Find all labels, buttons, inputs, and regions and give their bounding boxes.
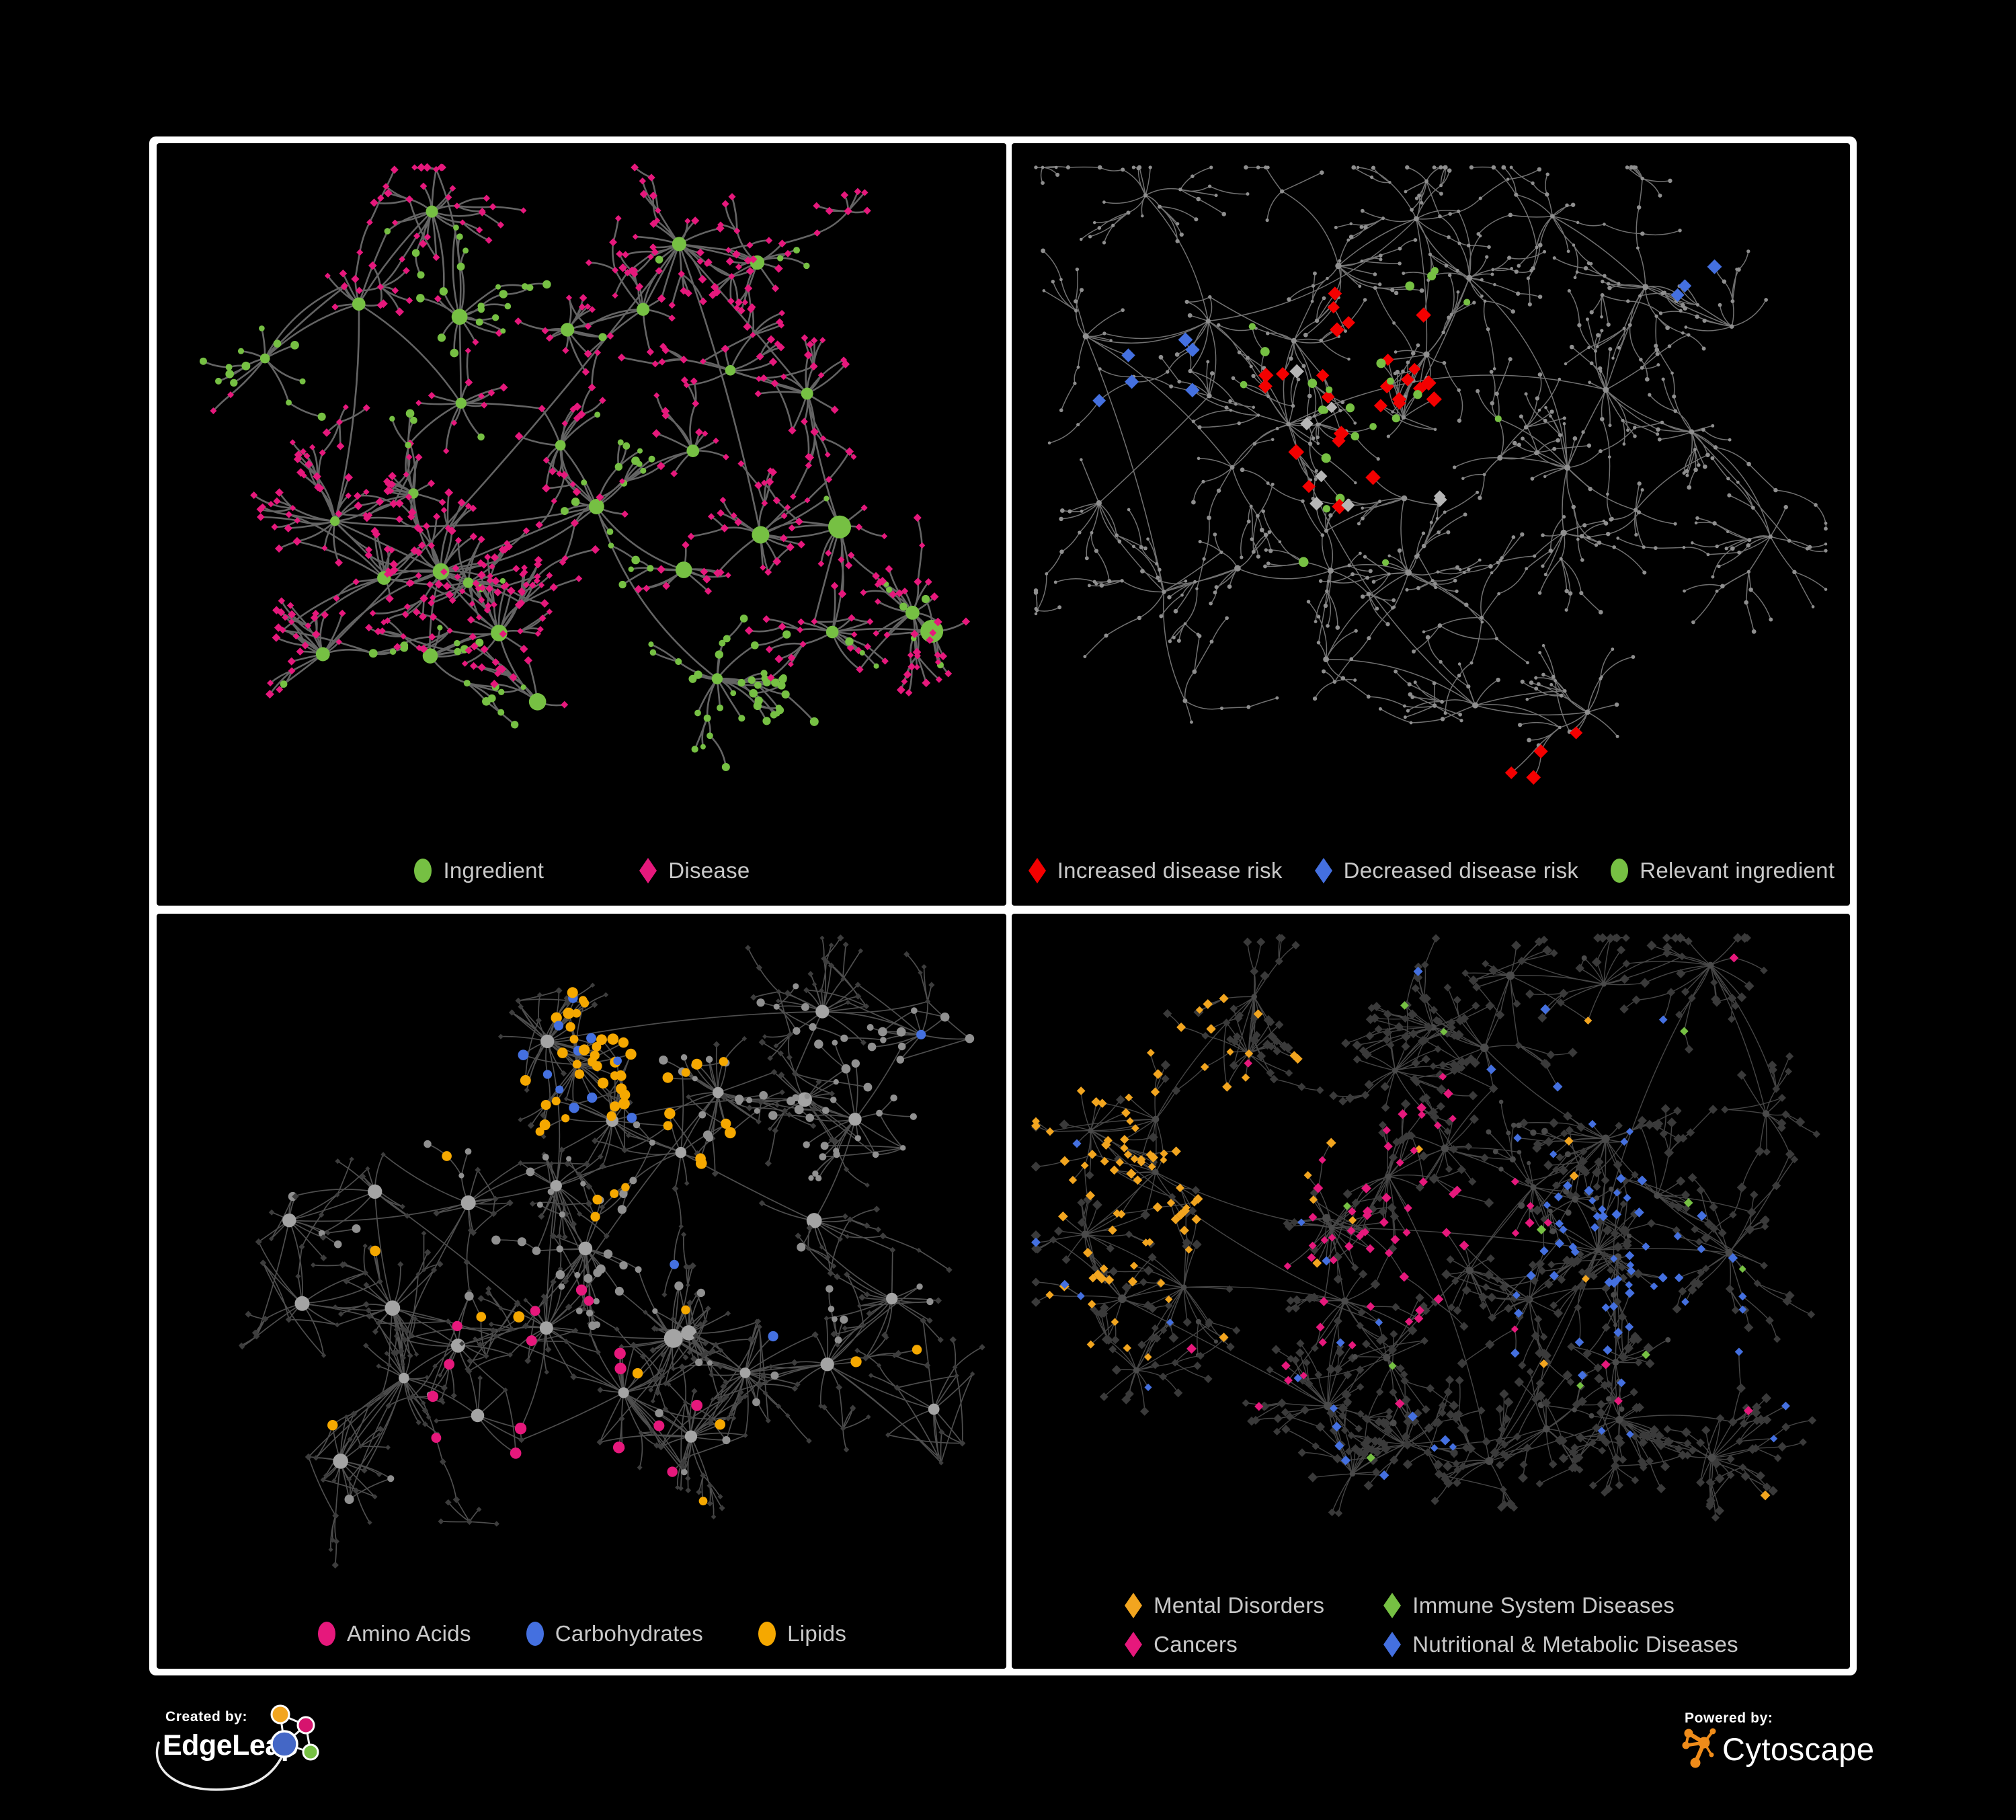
ingredient-disease-legend: Ingredient Disease bbox=[157, 853, 1006, 888]
legend-item: Decreased disease risk bbox=[1314, 856, 1579, 885]
legend-label: Amino Acids bbox=[346, 1621, 471, 1646]
disease-classes-legend: Mental Disorders Immune System Diseases Ca… bbox=[1012, 1591, 1850, 1659]
legend-diamond-icon bbox=[639, 858, 657, 883]
powered-by-label: Powered by: bbox=[1685, 1710, 1773, 1726]
legend-item: Mental Disorders bbox=[1123, 1591, 1324, 1620]
edgeleap-node-orange bbox=[270, 1704, 290, 1725]
edgeleap-node-green bbox=[302, 1743, 319, 1761]
network-highlighted-nodes bbox=[1092, 259, 1722, 785]
ingredient-disease-network bbox=[199, 163, 971, 771]
network-highlighted-nodes bbox=[327, 987, 926, 1505]
legend-item: Cancers bbox=[1123, 1630, 1324, 1659]
legend-diamond-icon bbox=[1383, 1632, 1402, 1657]
legend-label: Disease bbox=[668, 858, 750, 883]
legend-label: Lipids bbox=[787, 1621, 847, 1646]
legend-label: Decreased disease risk bbox=[1343, 858, 1579, 883]
legend-label: Increased disease risk bbox=[1057, 858, 1283, 883]
legend-diamond-icon bbox=[1125, 1632, 1143, 1657]
legend-item: Ingredient bbox=[413, 856, 544, 885]
disease-classes-network bbox=[1031, 933, 1820, 1522]
panel-disease-classes: Mental Disorders Immune System Diseases Ca… bbox=[1012, 914, 1850, 1669]
network-nodes bbox=[1033, 165, 1828, 748]
created-by-label: Created by: bbox=[165, 1709, 248, 1725]
legend-label: Nutritional & Metabolic Diseases bbox=[1412, 1632, 1738, 1657]
edgeleap-swoosh bbox=[155, 1741, 287, 1791]
macronutrients-legend: Amino Acids Carbohydrates Lipids bbox=[157, 1616, 1006, 1651]
legend-label: Mental Disorders bbox=[1154, 1593, 1325, 1618]
legend-item: Nutritional & Metabolic Diseases bbox=[1382, 1630, 1738, 1659]
legend-item: Increased disease risk bbox=[1027, 856, 1283, 885]
panel-grid-frame: Ingredient Disease Increased disease risk… bbox=[149, 136, 1857, 1675]
edgeleap-node-blue bbox=[270, 1730, 298, 1758]
disease-risk-network bbox=[1033, 165, 1828, 785]
edgeleap-branding: Created by: EdgeLeap bbox=[153, 1704, 355, 1817]
macronutrients-network bbox=[238, 934, 985, 1569]
cytoscape-wordmark: Cytoscape bbox=[1722, 1731, 1875, 1767]
legend-item: Lipids bbox=[757, 1619, 846, 1649]
legend-label: Cancers bbox=[1154, 1632, 1238, 1657]
network-edges bbox=[202, 166, 967, 768]
legend-item: Amino Acids bbox=[317, 1619, 471, 1649]
network-edges bbox=[1035, 165, 1827, 778]
legend-circle-icon bbox=[414, 859, 432, 883]
legend-diamond-icon bbox=[1383, 1593, 1402, 1618]
legend-diamond-icon bbox=[1125, 1593, 1143, 1618]
panel-ingredient-disease: Ingredient Disease bbox=[157, 143, 1006, 906]
legend-diamond-icon bbox=[1314, 858, 1332, 883]
legend-circle-icon bbox=[1611, 859, 1629, 883]
cytoscape-logo-icon bbox=[1682, 1728, 1716, 1768]
legend-circle-icon bbox=[758, 1622, 776, 1646]
panel-disease-risk: Increased disease risk Decreased disease … bbox=[1012, 143, 1850, 906]
legend-circle-icon bbox=[317, 1622, 335, 1646]
legend-item: Carbohydrates bbox=[525, 1619, 703, 1649]
cytoscape-branding: Powered by: Cytoscape bbox=[1678, 1706, 1967, 1807]
legend-circle-icon bbox=[526, 1622, 544, 1646]
disease-risk-legend: Increased disease risk Decreased disease … bbox=[1012, 853, 1850, 888]
legend-diamond-icon bbox=[1028, 858, 1046, 883]
network-nodes bbox=[199, 163, 971, 771]
legend-item: Relevant ingredient bbox=[1609, 856, 1834, 885]
legend-item: Disease bbox=[638, 856, 750, 885]
legend-label: Ingredient bbox=[443, 858, 545, 883]
edgeleap-logo-icon bbox=[270, 1704, 319, 1761]
legend-label: Immune System Diseases bbox=[1412, 1593, 1675, 1618]
legend-item: Immune System Diseases bbox=[1382, 1591, 1738, 1620]
legend-label: Relevant ingredient bbox=[1640, 858, 1835, 883]
legend-label: Carbohydrates bbox=[555, 1621, 704, 1646]
edgeleap-node-pink bbox=[296, 1716, 315, 1735]
panel-macronutrients: Amino Acids Carbohydrates Lipids bbox=[157, 914, 1006, 1669]
